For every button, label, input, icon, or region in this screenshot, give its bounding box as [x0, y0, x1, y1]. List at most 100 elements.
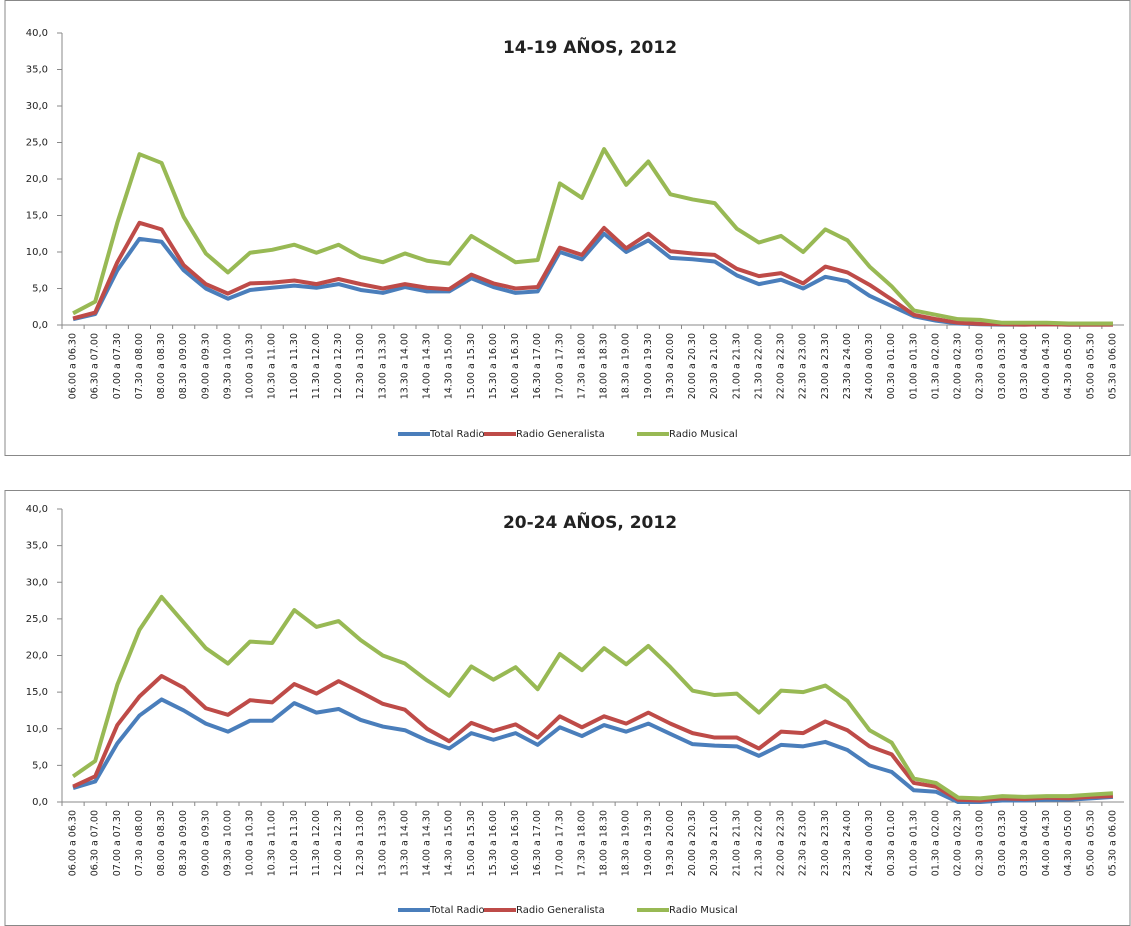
x-tick-label: 17.30 a 18.00 [576, 333, 587, 399]
x-tick-label: 04.30 a 05.00 [1063, 333, 1074, 399]
x-tick-label: 19.30 a 20.00 [665, 810, 676, 876]
x-tick-label: 01.30 a 02.00 [930, 810, 941, 876]
x-tick-label: 07.30 a 08.00 [134, 333, 145, 399]
chart-frame [4, 0, 1131, 456]
x-tick-label: 05.30 a 06.00 [1107, 810, 1118, 876]
x-tick-label: 01.00 a 01.30 [908, 810, 919, 876]
x-tick-label: 24.00 a 00.30 [864, 810, 875, 876]
x-tick-label: 16.00 a 16.30 [510, 333, 521, 399]
x-tick-label: 12.00 a 12.30 [333, 810, 344, 876]
x-tick-label: 21.00 a 21.30 [731, 810, 742, 876]
y-tick-label: 20,0 [26, 651, 48, 662]
x-tick-label: 02.00 a 02.30 [953, 333, 964, 399]
x-tick-label: 17.00 a 17.30 [554, 333, 565, 399]
x-tick-label: 10.00 a 10.30 [245, 810, 256, 876]
x-tick-label: 11.30 a 12.00 [311, 810, 322, 876]
x-tick-label: 15.30 a 16.00 [488, 810, 499, 876]
x-tick-label: 00.30 a 01.00 [886, 810, 897, 876]
x-tick-label: 18.30 a 19.00 [621, 333, 632, 399]
y-tick-label: 0,0 [32, 320, 48, 331]
y-tick-label: 5,0 [32, 284, 48, 295]
x-tick-label: 20.00 a 20.30 [687, 333, 698, 399]
y-tick-label: 25,0 [26, 614, 48, 625]
x-tick-label: 16.30 a 17.00 [532, 810, 543, 876]
x-tick-label: 15.00 a 15.30 [466, 333, 477, 399]
x-tick-label: 06.00 a 06.30 [68, 333, 79, 399]
x-tick-label: 21.30 a 22.00 [753, 333, 764, 399]
x-tick-label: 02.30 a 03.00 [975, 333, 986, 399]
x-tick-label: 07.00 a 07.30 [112, 333, 123, 399]
y-tick-label: 30,0 [26, 101, 48, 112]
x-tick-label: 19.00 a 19.30 [643, 810, 654, 876]
x-tick-label: 09.00 a 09.30 [200, 810, 211, 876]
x-tick-label: 03.30 a 04.00 [1019, 333, 1030, 399]
x-tick-label: 00.30 a 01.00 [886, 333, 897, 399]
x-tick-label: 10.30 a 11.00 [267, 810, 278, 876]
x-tick-label: 23.00 a 23.30 [820, 810, 831, 876]
legend-label: Total Radio [429, 429, 485, 440]
chart-title: 20-24 AÑOS, 2012 [503, 510, 677, 533]
x-tick-label: 05.00 a 05.30 [1085, 333, 1096, 399]
x-tick-label: 22.00 a 22.30 [776, 810, 787, 876]
x-tick-label: 10.30 a 11.00 [267, 333, 278, 399]
x-tick-label: 02.30 a 03.00 [975, 810, 986, 876]
x-tick-label: 05.00 a 05.30 [1085, 810, 1096, 876]
x-tick-label: 08.30 a 09.00 [178, 810, 189, 876]
x-tick-label: 11.00 a 11.30 [289, 333, 300, 399]
legend-label: Total Radio [429, 905, 485, 916]
x-tick-label: 03.00 a 03.30 [997, 333, 1008, 399]
y-tick-label: 35,0 [26, 65, 48, 76]
x-tick-label: 15.00 a 15.30 [466, 810, 477, 876]
x-tick-label: 18.30 a 19.00 [621, 810, 632, 876]
series-line [72, 147, 1113, 326]
x-tick-label: 06.30 a 07.00 [90, 810, 101, 876]
y-tick-label: 15,0 [26, 687, 48, 698]
x-tick-label: 05.30 a 06.00 [1107, 333, 1118, 399]
x-tick-label: 21.00 a 21.30 [731, 333, 742, 399]
x-tick-label: 12.30 a 13.00 [355, 810, 366, 876]
x-tick-label: 13.30 a 14.00 [399, 333, 410, 399]
x-tick-label: 18.00 a 18.30 [599, 810, 610, 876]
x-tick-label: 22.00 a 22.30 [776, 333, 787, 399]
x-tick-label: 12.30 a 13.00 [355, 333, 366, 399]
legend-label: Radio Generalista [516, 905, 605, 916]
x-tick-label: 19.00 a 19.30 [643, 333, 654, 399]
x-tick-label: 04.00 a 04.30 [1041, 333, 1052, 399]
x-tick-label: 08.30 a 09.00 [178, 333, 189, 399]
x-tick-label: 08.00 a 08.30 [156, 333, 167, 399]
x-tick-label: 16.30 a 17.00 [532, 333, 543, 399]
x-tick-label: 14.00 a 14.30 [422, 810, 433, 876]
x-tick-label: 20.30 a 21.00 [709, 333, 720, 399]
series-line [72, 697, 1114, 804]
y-tick-label: 35,0 [26, 541, 48, 552]
series-line [72, 674, 1114, 803]
x-tick-label: 01.00 a 01.30 [908, 333, 919, 399]
x-tick-label: 03.00 a 03.30 [997, 810, 1008, 876]
x-tick-label: 08.00 a 08.30 [156, 810, 167, 876]
x-tick-label: 11.00 a 11.30 [289, 810, 300, 876]
chart-title: 14-19 AÑOS, 2012 [503, 35, 677, 58]
x-tick-label: 22.30 a 23.00 [798, 333, 809, 399]
x-tick-label: 19.30 a 20.00 [665, 333, 676, 399]
y-tick-label: 25,0 [26, 138, 48, 149]
legend-label: Radio Generalista [516, 429, 605, 440]
y-tick-label: 5,0 [32, 760, 48, 771]
x-tick-label: 04.30 a 05.00 [1063, 810, 1074, 876]
x-tick-label: 06.00 a 06.30 [68, 810, 79, 876]
x-tick-label: 23.30 a 24.00 [842, 810, 853, 876]
x-tick-label: 10.00 a 10.30 [245, 333, 256, 399]
x-tick-label: 13.00 a 13.30 [377, 333, 388, 399]
x-tick-label: 17.30 a 18.00 [576, 810, 587, 876]
x-tick-label: 13.00 a 13.30 [377, 810, 388, 876]
y-tick-label: 30,0 [26, 577, 48, 588]
x-tick-label: 07.00 a 07.30 [112, 810, 123, 876]
y-tick-label: 10,0 [26, 724, 48, 735]
x-tick-label: 20.00 a 20.30 [687, 810, 698, 876]
series-line [72, 231, 1113, 327]
x-tick-label: 18.00 a 18.30 [599, 333, 610, 399]
y-tick-label: 0,0 [32, 797, 48, 808]
x-tick-label: 11.30 a 12.00 [311, 333, 322, 399]
x-tick-label: 14.30 a 15.00 [444, 333, 455, 399]
y-tick-label: 40,0 [26, 504, 48, 515]
